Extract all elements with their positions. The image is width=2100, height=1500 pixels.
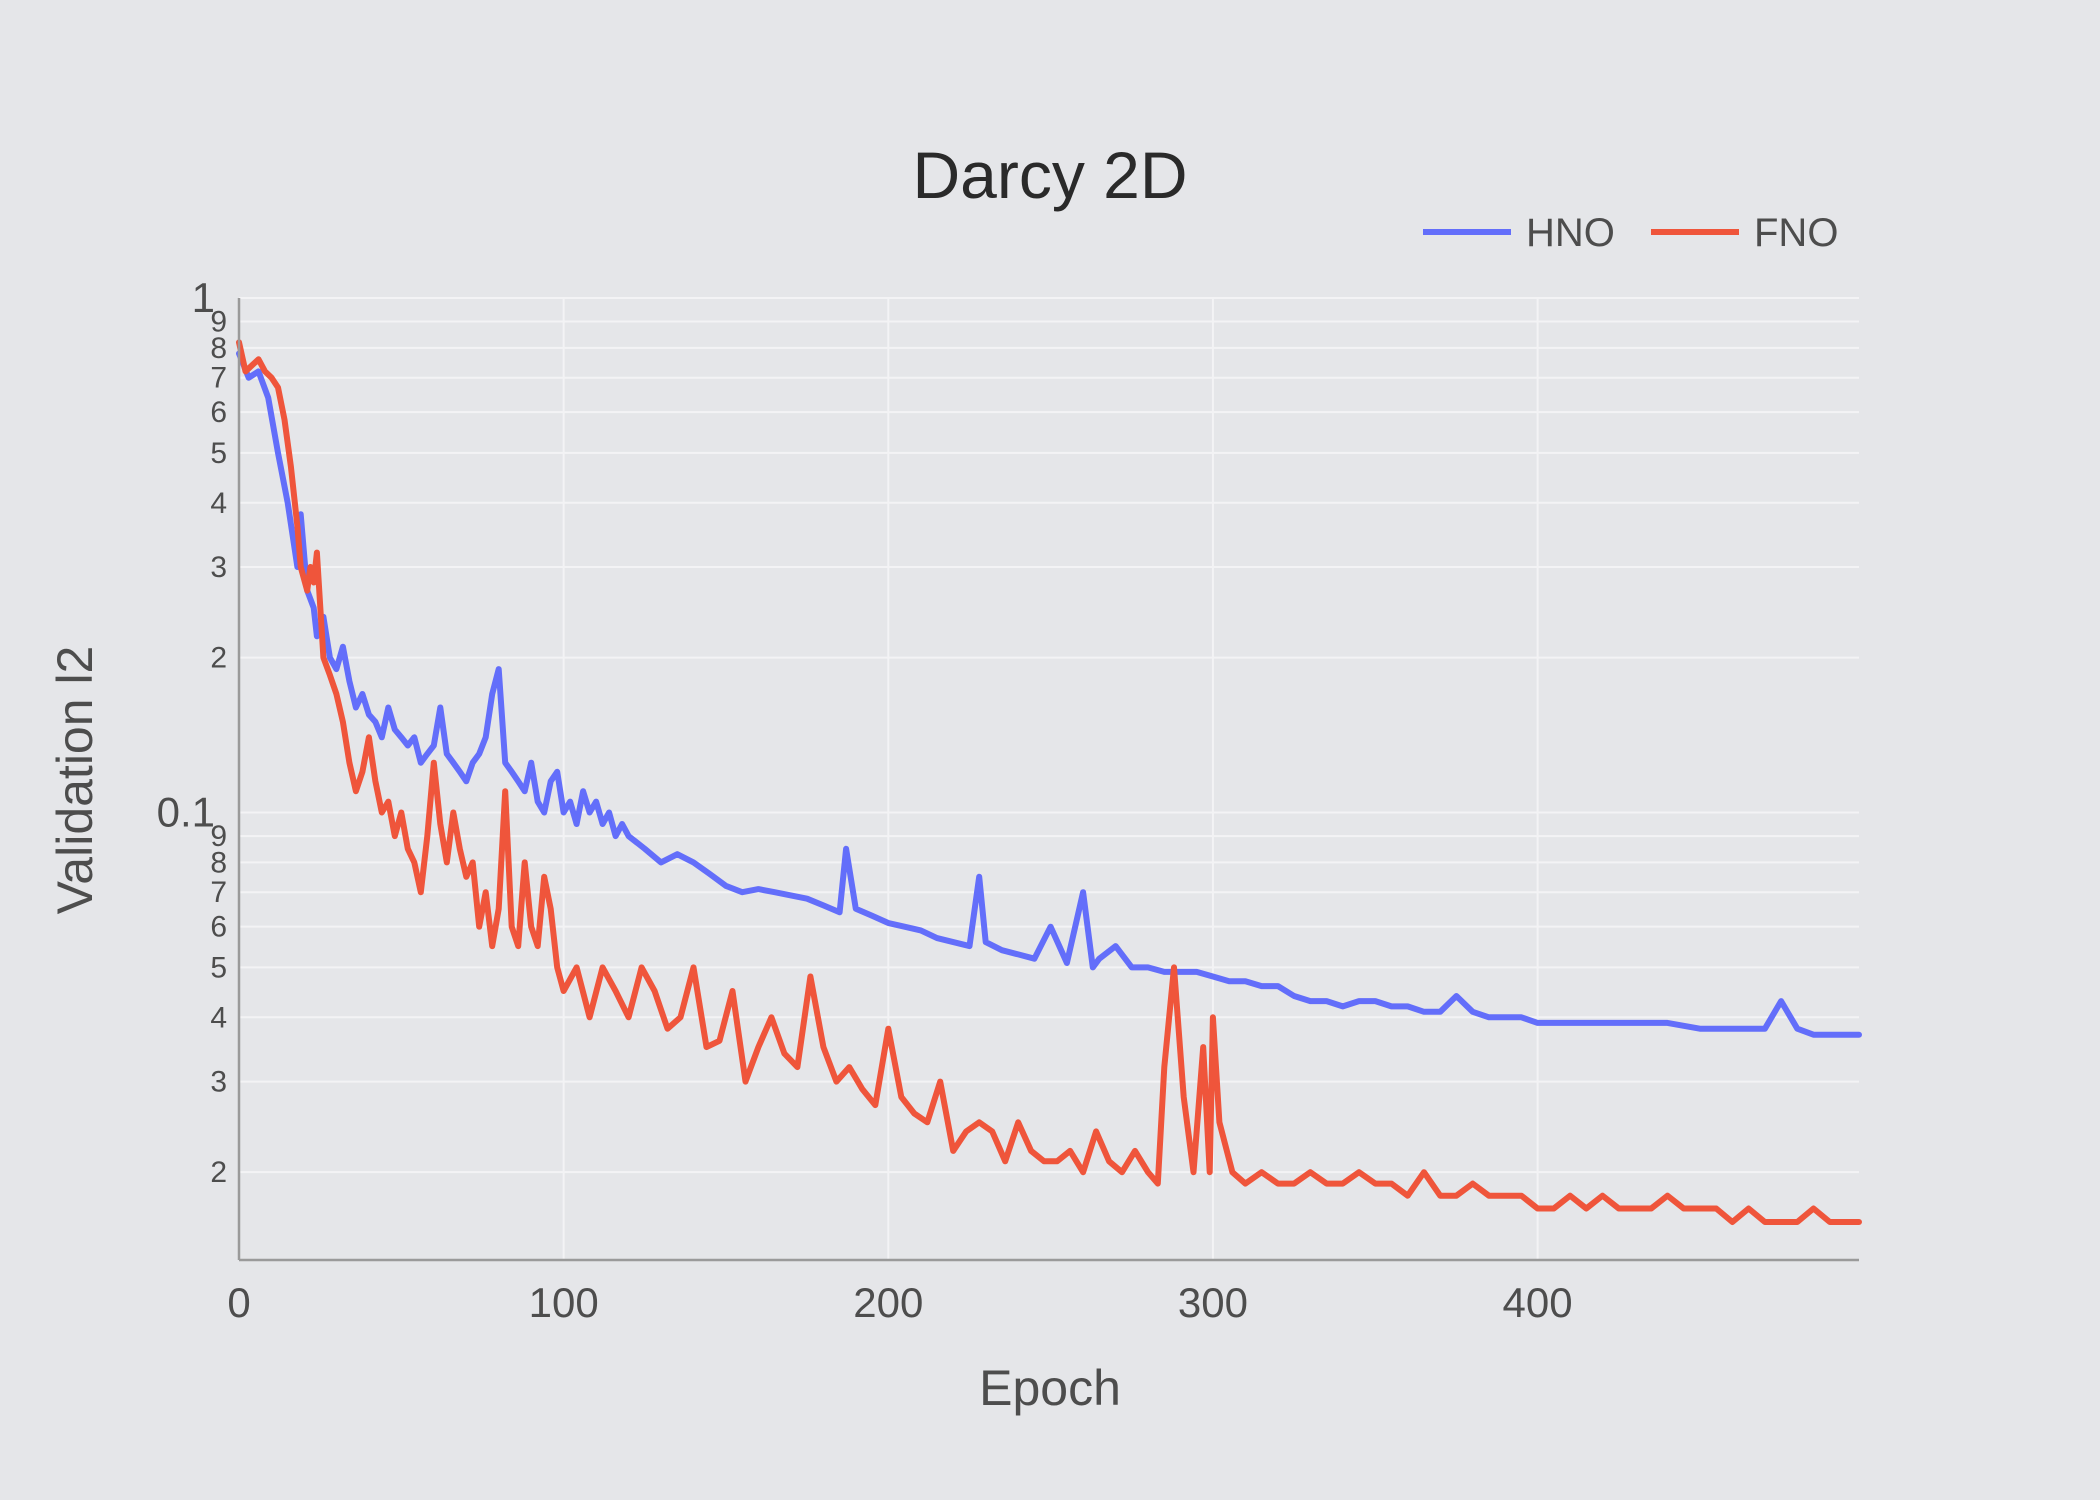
legend-label-hno: HNO (1526, 211, 1615, 255)
y-tick-label: 3 (210, 1066, 227, 1099)
x-tick-label: 100 (529, 1279, 599, 1326)
y-tick-label: 9 (210, 820, 227, 853)
legend[interactable]: HNO FNO (1423, 211, 1838, 255)
y-tick-label: 8 (210, 846, 227, 879)
y-tick-label: 3 (210, 551, 227, 584)
y-tick-label: 4 (210, 1001, 227, 1034)
y-tick-label: 5 (210, 951, 227, 984)
y-tick-label: 9 (210, 306, 227, 339)
y-axis-title: Validation l2 (47, 646, 103, 915)
y-tick-label: 1 (192, 274, 215, 321)
chart-title: Darcy 2D (912, 138, 1187, 212)
legend-label-fno: FNO (1754, 211, 1838, 255)
x-tick-label: 0 (227, 1279, 250, 1326)
y-tick-label: 7 (210, 876, 227, 909)
x-tick-labels: 0 100 200 300 400 (227, 1279, 1572, 1326)
x-tick-label: 400 (1503, 1279, 1573, 1326)
y-tick-label: 6 (210, 911, 227, 944)
legend-item-fno[interactable]: FNO (1651, 211, 1838, 255)
gridlines (239, 297, 1859, 1260)
x-axis-title: Epoch (979, 1360, 1121, 1416)
y-tick-label: 2 (210, 642, 227, 675)
y-tick-label: 8 (210, 332, 227, 365)
y-tick-label: 4 (210, 487, 227, 520)
legend-item-hno[interactable]: HNO (1423, 211, 1615, 255)
y-tick-label: 7 (210, 362, 227, 395)
y-tick-label: 2 (210, 1156, 227, 1189)
x-tick-label: 300 (1178, 1279, 1248, 1326)
y-tick-label: 6 (210, 396, 227, 429)
series-lines (236, 339, 1862, 1225)
series-line-fno[interactable] (236, 339, 1862, 1225)
y-tick-label: 5 (210, 437, 227, 470)
y-tick-label: 0.1 (157, 789, 215, 836)
x-tick-label: 200 (853, 1279, 923, 1326)
series-line-hno[interactable] (236, 350, 1862, 1038)
